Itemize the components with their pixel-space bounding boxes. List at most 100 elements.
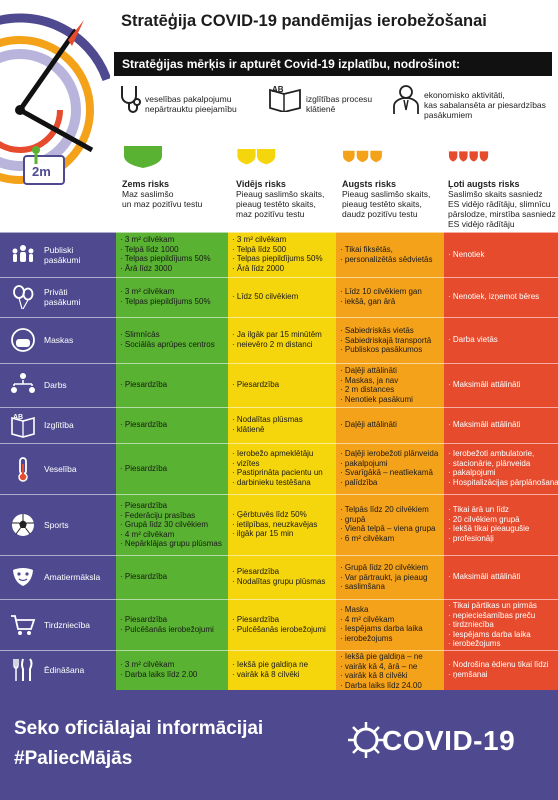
table-cell: · Iekšā pie galdiņa – ne · vairāk kā 4, ā…: [340, 652, 442, 690]
table-cell: · Telpās līdz 20 cilvēkiem · grupā · Vienā…: [340, 505, 442, 543]
cell-item: · 3 m² cilvēkam: [120, 287, 175, 296]
virus-icon: [348, 722, 384, 758]
row-label: Privāti pasākumi: [44, 287, 81, 307]
column-low-risk: [116, 232, 228, 690]
table-cell: · Piesardzība · Pulcēšanās ierobežojumi: [232, 615, 334, 634]
cell-item: · Maksimāli attālināti: [448, 420, 521, 429]
table-cell: · Ierobežo apmeklētāju · vizītes · Pastipr…: [232, 449, 334, 487]
cell-item: · Piesardzība: [120, 464, 168, 473]
cell-item: · 6 m² cilvēkam: [340, 533, 395, 543]
cell-item: · Daļēji ierobežoti plānveida: [340, 449, 439, 458]
cell-item: · Darba vietās: [448, 335, 498, 344]
cell-item: · ilgāk par 15 min: [232, 529, 294, 539]
cell-item: · Piesardzība: [232, 615, 280, 624]
org-chart-icon: [11, 373, 35, 393]
cell-item: · Iekšā pie galdiņa – ne: [340, 652, 423, 661]
cell-item: · ierobežojums: [340, 633, 393, 643]
cell-item: · Piesardzība: [120, 615, 168, 624]
table-cell: · Piesardzība: [120, 420, 226, 430]
table-cell: · Tikai fiksētās, · personalizētās sēdvie…: [340, 245, 442, 264]
shopping-cart-icon: [11, 615, 36, 635]
cell-item: · Daļēji attālināti: [340, 366, 397, 375]
cell-item: · Pulcēšanās ierobežojumi: [232, 624, 326, 634]
table-cell: · Iekšā pie galdiņa ne · vairāk kā 8 cilv…: [232, 660, 334, 679]
risk-very-high: Ļoti augsts risks Saslimšo skaits sasnie…: [448, 144, 556, 229]
table-cell: · Piesardzība · Pulcēšanās ierobežojumi: [120, 615, 226, 634]
row-label: Izglītība: [44, 420, 74, 430]
table-cell: · Slimnīcās · Sociālās aprūpes centros: [120, 330, 226, 349]
cell-item: · Nepārklājas grupu plūsmas: [120, 539, 222, 549]
cell-item: · ierobežojums: [448, 639, 501, 649]
cell-item: · neievēro 2 m distanci: [232, 339, 313, 349]
cell-item: · Maksimāli attālināti: [448, 572, 521, 581]
crowd-icon: [12, 245, 34, 262]
table-cell: · Daļēji ierobežoti plānveida · pakalpoju…: [340, 449, 442, 487]
goal-education: izglītības procesu klātienē: [306, 94, 373, 114]
shield-icon: [237, 149, 276, 165]
cell-item: · Ārā līdz 2000: [232, 263, 285, 273]
cell-item: · Federāciju prasības: [120, 510, 196, 520]
football-icon: [12, 514, 34, 536]
book-icon: AB: [11, 414, 35, 438]
table-cell: · Piesardzība: [120, 464, 226, 474]
table-row: Maskas · Slimnīcās · Sociālās aprūpes cent…: [0, 317, 558, 363]
cell-item: · Piesardzība: [232, 567, 280, 576]
shield-icon: [124, 146, 162, 168]
risk-low: Zems risks Maz saslimšo un maz pozitīvu …: [122, 144, 232, 209]
table-row: Veselība · Piesardzība · Ierobežo apmeklēt…: [0, 443, 558, 494]
cell-item: · Darba laiks līdz 24.00: [340, 680, 422, 690]
balloons-icon: [13, 285, 34, 310]
column-high-risk: [336, 232, 444, 690]
table-cell: · Ja ilgāk par 15 minūtēm · neievēro 2 m …: [232, 330, 334, 349]
cell-item: · Sabiedriskās vietās: [340, 326, 414, 335]
cell-item: · Publiskos pasākumos: [340, 345, 423, 355]
table-cell: · Tikai pārtikas un pirmās · nepieciešamī…: [448, 601, 556, 649]
table-cell: · 3 m² cilvēkam · Telpas piepildījums 50%: [120, 287, 226, 306]
cell-item: · Sabiedriskajā transportā: [340, 335, 432, 345]
cell-item: · saslimšana: [340, 582, 385, 592]
cell-item: · pakalpojumi: [448, 468, 496, 478]
cell-item: · Telpas piepildījums 50%: [120, 254, 211, 264]
table-cell: · Darba vietās: [448, 335, 556, 345]
row-label: Darbs: [44, 380, 67, 390]
clock-distance-graphic: 2m: [0, 13, 110, 207]
cell-item: · Līdz 10 cilvēkiem gan: [340, 287, 422, 296]
header: 2m Stratēģija COVID-19 pandēmijas ierobe…: [0, 0, 558, 232]
table-row: Publiski pasākumi · 3 m² cilvēkam · Telpā l…: [0, 232, 558, 277]
table-cell: · Tikai ārā un līdz · 20 cilvēkiem grupā ·…: [448, 505, 556, 543]
cell-item: · Nenotiek, izņemot bēres: [448, 292, 540, 301]
page-title: Stratēģija COVID-19 pandēmijas ierobežoš…: [121, 12, 487, 30]
table-row: Ēdināšana · 3 m² cilvēkam · Darba laiks lī…: [0, 650, 558, 690]
table-row: AB Izglītība · Piesardzība · Nodalītas plūs…: [0, 407, 558, 443]
table-row: Sports · Piesardzība · Federāciju prasības…: [0, 494, 558, 555]
cell-item: · Telpas piepildījums 50%: [232, 254, 323, 264]
footer-official-info: Seko oficiālajai informācijai: [14, 718, 264, 739]
cell-item: · Darba laiks līdz 2.00: [120, 669, 198, 679]
table-row: Privāti pasākumi · 3 m² cilvēkam · Telpas p…: [0, 277, 558, 317]
footer: Seko oficiālajai informācijai #PaliecMāj…: [0, 690, 558, 800]
cutlery-icon: [13, 658, 33, 681]
table-cell: · Piesardzība: [120, 380, 226, 390]
cell-item: · ietilpības, neuzkavējas: [232, 519, 318, 529]
table-row: Amatiermāksla · Piesardzība · Piesardzība ·…: [0, 555, 558, 599]
table-cell: · 3 m² cilvēkam · Darba laiks līdz 2.00: [120, 660, 226, 679]
cell-item: · palīdzība: [340, 477, 378, 487]
cell-item: · Nodalītas plūsmas: [232, 415, 303, 424]
cell-item: · Slimnīcās: [120, 330, 160, 339]
table-cell: · Ģērbtuvēs līdz 50% · ietilpības, neuzka…: [232, 510, 334, 539]
cell-item: · 20 cilvēkiem grupā: [448, 514, 520, 524]
cell-item: · Grupā līdz 20 cilvēkiem: [340, 563, 429, 572]
cell-item: · 4 m² cilvēkam: [340, 614, 395, 624]
table-cell: · Ierobežoti ambulatorie, · stacionārie, …: [448, 449, 558, 487]
shield-icon: [343, 150, 382, 163]
cell-item: · Telpā līdz 1000: [120, 244, 179, 254]
table-cell: · 3 m² cilvēkam · Telpā līdz 1000 · Telpas…: [120, 235, 226, 273]
table-row: Darbs · Piesardzība · Piesardzība · Daļēji …: [0, 363, 558, 407]
cell-item: · stacionārie, plānveida: [448, 458, 531, 468]
table-cell: · Daļēji attālināti: [340, 420, 442, 430]
cell-item: · Ja ilgāk par 15 minūtēm: [232, 330, 322, 339]
cell-item: · Tikai pārtikas un pirmās: [448, 601, 537, 610]
cell-item: · vairāk kā 4, ārā – ne: [340, 661, 418, 671]
book-icon: AB: [269, 85, 301, 112]
cell-item: · nepieciešamības preču: [448, 610, 536, 620]
